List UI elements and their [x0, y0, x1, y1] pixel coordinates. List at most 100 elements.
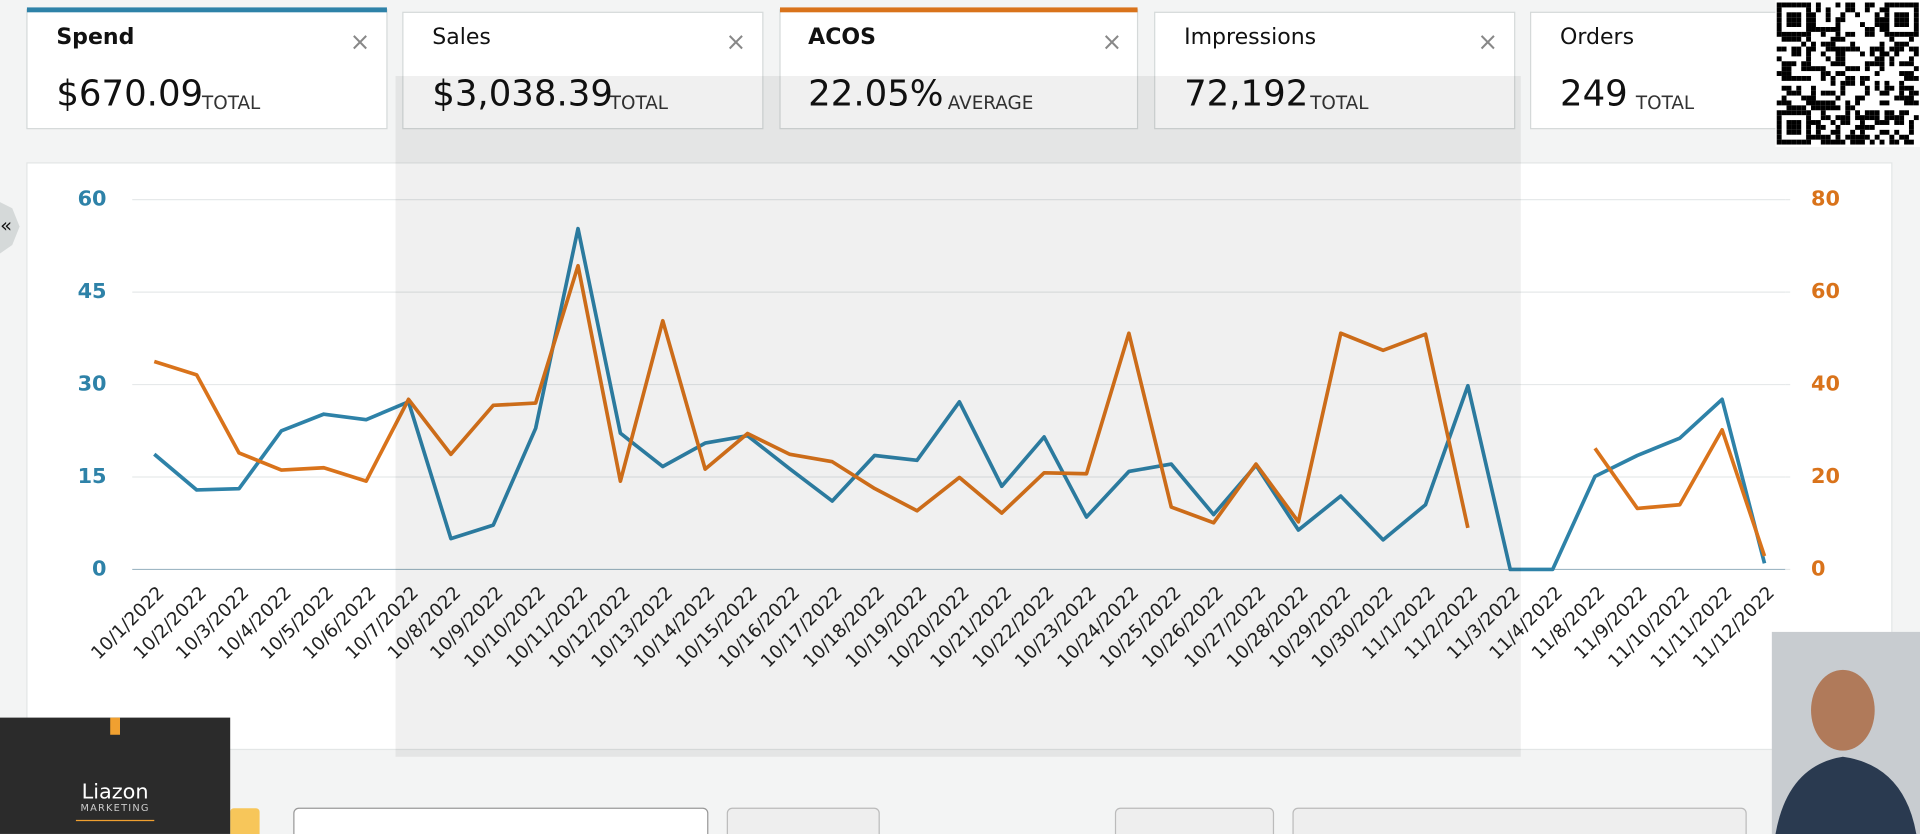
qr-module [1913, 46, 1919, 52]
y-tick-label: 15 [78, 464, 107, 488]
qr-module [1825, 12, 1831, 18]
logo-accent [110, 717, 120, 735]
card-value: 22.05% [808, 74, 943, 115]
qr-module [1796, 22, 1802, 27]
date-range-button[interactable] [1292, 807, 1747, 834]
qr-module [1879, 56, 1885, 62]
columns-button[interactable] [1114, 807, 1275, 834]
qr-module [1899, 12, 1905, 18]
search-box[interactable] [293, 807, 709, 834]
qr-module [1879, 46, 1885, 52]
qr-module [1781, 85, 1787, 91]
qr-module [1830, 105, 1836, 111]
qr-module [1776, 27, 1782, 32]
qr-module [1864, 7, 1870, 13]
metric-card[interactable]: Sales $3,038.39 TOTAL × [402, 11, 764, 130]
qr-module [1781, 36, 1787, 42]
collapse-tab[interactable] [0, 202, 20, 254]
qr-module [1786, 120, 1792, 125]
qr-module [1806, 100, 1812, 106]
series-line [153, 226, 1767, 572]
collapse-icon[interactable]: « [0, 214, 12, 237]
qr-module [1899, 71, 1905, 76]
qr-module [1811, 105, 1816, 111]
qr-module [1869, 27, 1875, 32]
qr-module [1830, 41, 1836, 47]
card-unit: TOTAL [1635, 93, 1695, 114]
close-icon[interactable]: × [1477, 27, 1498, 56]
qr-module [1811, 90, 1816, 96]
qr-module [1869, 51, 1875, 57]
card-label: Spend [56, 25, 134, 50]
qr-module [1820, 75, 1826, 81]
qr-module [1806, 2, 1812, 8]
toolbar-button[interactable] [230, 808, 260, 834]
qr-module [1860, 75, 1865, 81]
qr-module [1835, 51, 1841, 57]
qr-module [1908, 95, 1914, 101]
qr-module [1830, 27, 1836, 32]
qr-module [1845, 134, 1851, 140]
qr-module [1796, 31, 1802, 37]
qr-module [1820, 27, 1826, 32]
qr-module [1889, 36, 1895, 42]
qr-module [1776, 2, 1782, 8]
qr-module [1899, 115, 1905, 121]
qr-module [1904, 134, 1909, 140]
filter-button[interactable] [726, 807, 880, 834]
qr-module [1825, 17, 1831, 23]
qr-module [1806, 139, 1812, 145]
qr-module [1791, 51, 1797, 57]
close-icon[interactable]: × [1102, 27, 1123, 56]
qr-module [1811, 134, 1816, 140]
qr-module [1786, 31, 1792, 37]
qr-module [1850, 66, 1856, 72]
metric-card[interactable]: Spend $670.09 TOTAL × [26, 7, 388, 130]
y-tick-label: 45 [78, 279, 107, 303]
qr-module [1913, 31, 1919, 37]
qr-module [1806, 27, 1812, 32]
qr-module [1796, 90, 1802, 96]
qr-module [1904, 139, 1909, 145]
qr-module [1899, 22, 1905, 27]
qr-module [1825, 7, 1831, 13]
qr-module [1864, 31, 1870, 37]
qr-module [1796, 75, 1802, 81]
qr-module [1781, 139, 1787, 145]
qr-module [1899, 2, 1905, 8]
qr-module [1835, 129, 1841, 135]
qr-module [1801, 75, 1807, 81]
qr-module [1884, 7, 1890, 13]
card-box [779, 9, 1139, 130]
card-box [402, 11, 764, 130]
qr-module [1855, 100, 1860, 106]
qr-module [1835, 115, 1841, 121]
qr-module [1806, 115, 1812, 121]
qr-module [1806, 31, 1812, 37]
card-accent [26, 7, 387, 13]
metric-card[interactable]: Impressions 72,192 TOTAL × [1154, 11, 1516, 130]
close-icon[interactable]: × [350, 27, 371, 56]
qr-module [1786, 36, 1792, 42]
qr-module [1820, 51, 1826, 57]
qr-module [1815, 66, 1821, 72]
qr-module [1884, 110, 1890, 116]
qr-module [1786, 105, 1792, 111]
qr-module [1874, 46, 1880, 52]
qr-module [1908, 90, 1914, 96]
metric-card[interactable]: ACOS 22.05% AVERAGE × [779, 7, 1139, 130]
qr-module [1820, 31, 1826, 37]
close-icon[interactable]: × [726, 27, 747, 56]
qr-module [1835, 95, 1841, 101]
qr-module [1786, 85, 1792, 91]
qr-module [1908, 2, 1914, 8]
qr-module [1835, 36, 1841, 42]
qr-module [1840, 51, 1846, 57]
qr-module [1850, 80, 1856, 86]
qr-module [1864, 124, 1870, 130]
qr-module [1889, 134, 1895, 140]
qr-module [1884, 90, 1890, 96]
qr-module [1801, 61, 1807, 67]
qr-module [1850, 129, 1856, 135]
qr-module [1811, 85, 1816, 91]
